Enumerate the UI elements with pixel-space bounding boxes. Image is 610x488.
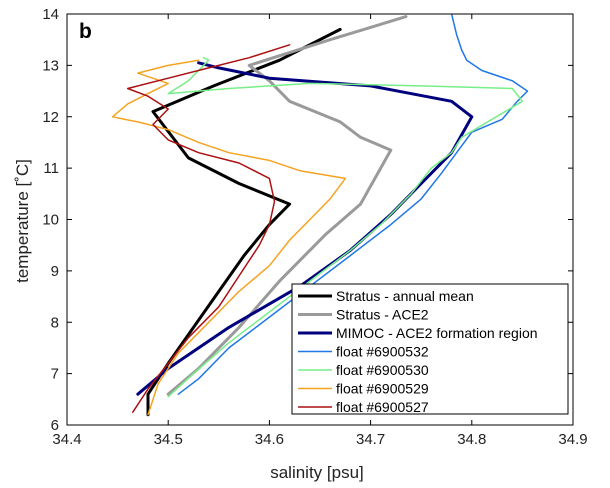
x-axis-label: salinity [psu] — [270, 463, 364, 482]
series-line-7 — [126, 44, 291, 413]
y-tick-label: 11 — [43, 160, 59, 177]
legend-entry: float #6900530 — [336, 362, 429, 378]
y-tick-label: 10 — [42, 212, 59, 229]
x-tick-label: 34.7 — [356, 431, 385, 448]
series-lines — [111, 14, 529, 417]
x-tick-label: 34.8 — [457, 431, 486, 448]
x-tick-label: 34.4 — [52, 431, 81, 448]
y-tick-label: 8 — [51, 314, 59, 331]
legend-entry: MIMOC - ACE2 formation region — [336, 325, 538, 341]
panel-label: b — [79, 20, 92, 43]
legend-entry: float #6900527 — [336, 399, 429, 415]
legend-entry: Stratus - ACE2 — [336, 307, 429, 323]
series-line-5 — [167, 56, 524, 398]
x-tick-label: 34.5 — [154, 431, 183, 448]
y-axis-label: temperature [˚C] — [13, 159, 32, 283]
legend-entry: float #6900532 — [336, 344, 429, 360]
x-tick-label: 34.6 — [255, 431, 284, 448]
y-tick-label: 6 — [51, 417, 59, 434]
y-tick-label: 12 — [42, 109, 59, 126]
series-line-4 — [177, 14, 529, 395]
y-tick-label: 13 — [42, 57, 59, 74]
legend-entry: float #6900529 — [336, 381, 429, 397]
legend-box — [291, 283, 569, 415]
legend: Stratus - annual mean Stratus - ACE2 MIMOC… — [291, 283, 569, 415]
series-line-6 — [111, 59, 347, 416]
legend-entry: Stratus - annual mean — [336, 288, 474, 304]
x-tick-label: 34.9 — [558, 431, 587, 448]
series-line-2 — [166, 15, 408, 396]
series-line-3 — [136, 61, 474, 396]
y-tick-label: 9 — [51, 263, 59, 280]
plot-area: 34.4 34.5 34.6 34.7 34.8 34.9 6 7 8 9 10 11 12 13 14 b S… — [42, 6, 587, 448]
y-tick-label: 7 — [51, 366, 59, 383]
y-tick-label: 14 — [42, 6, 59, 23]
